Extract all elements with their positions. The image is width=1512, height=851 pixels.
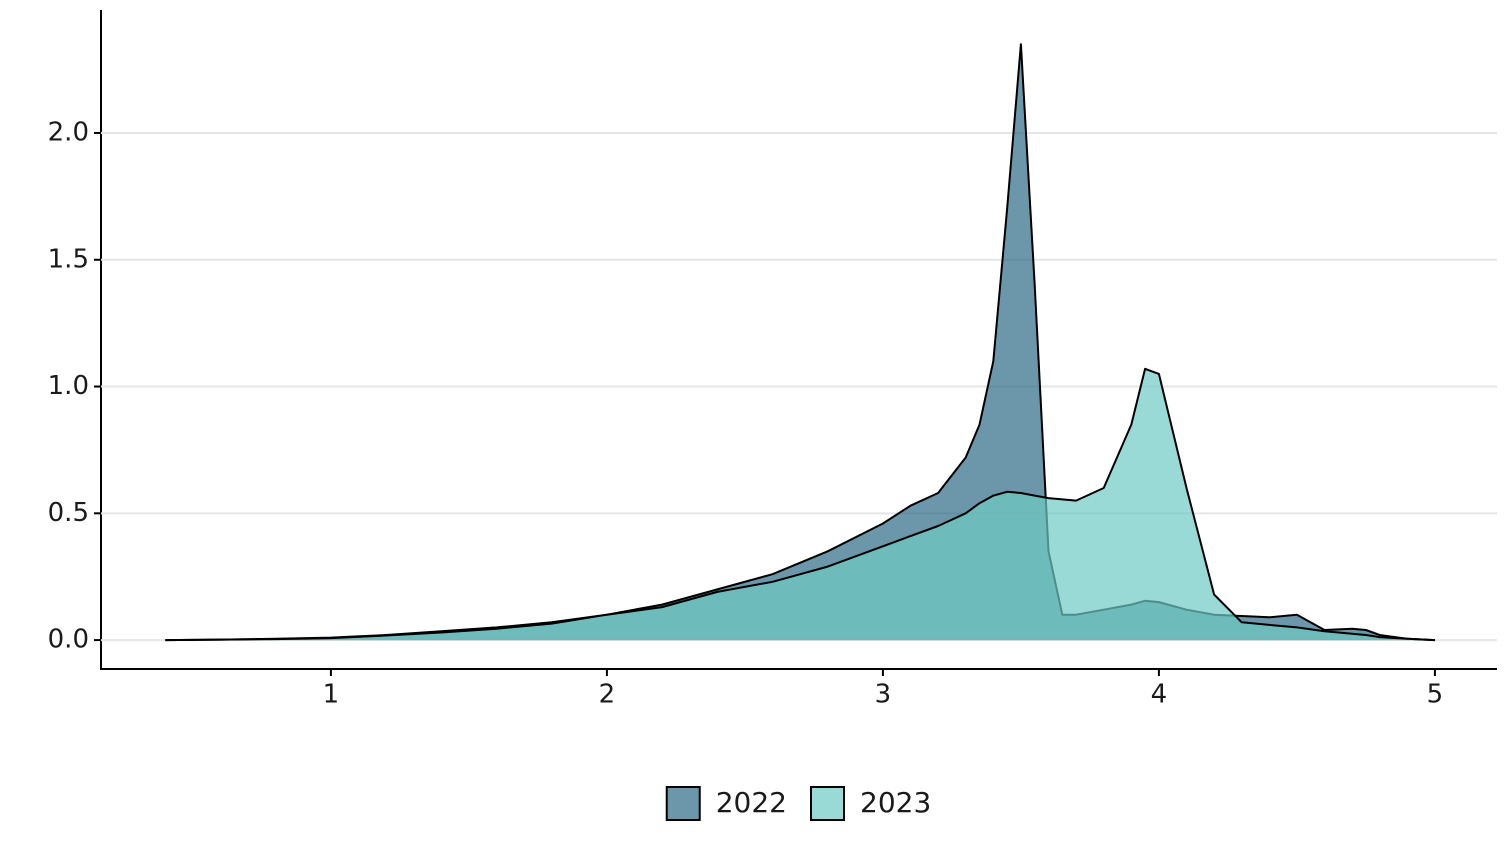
density-line — [165, 43, 1435, 642]
y-tick-label: 0.0 — [48, 625, 89, 655]
x-tick-label: 3 — [875, 680, 892, 710]
x-tick-label: 5 — [1427, 680, 1444, 710]
y-tick-label: 0.5 — [48, 498, 89, 528]
density-line — [165, 367, 1435, 642]
y-tick-label: 2.0 — [48, 117, 89, 147]
x-tick-label: 4 — [1151, 680, 1168, 710]
x-tick-label: 1 — [323, 680, 340, 710]
y-tick-label: 1.5 — [48, 244, 89, 274]
density-area — [165, 368, 1435, 641]
legend-label: 2022 — [716, 786, 787, 819]
legend-swatch — [810, 786, 845, 821]
legend-label: 2023 — [860, 786, 931, 819]
legend: 2022 2023 — [665, 786, 931, 821]
x-tick-label: 2 — [599, 680, 616, 710]
legend-swatch — [665, 786, 701, 821]
y-tick-label: 1.0 — [48, 371, 89, 401]
